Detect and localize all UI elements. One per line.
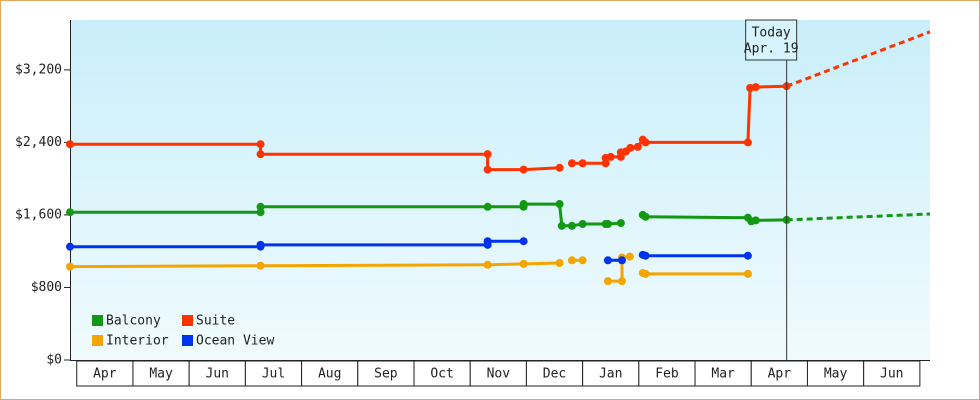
point: [578, 220, 587, 228]
x-tick-label: Aug: [318, 367, 341, 382]
x-tick-label: Mar: [711, 367, 735, 382]
point: [66, 242, 74, 251]
projection-line: [786, 30, 931, 88]
point: [743, 269, 752, 278]
point: [555, 258, 564, 267]
point: [66, 262, 74, 271]
point: [256, 261, 265, 270]
y-tick-label: $3,200: [15, 62, 62, 77]
point: [641, 269, 650, 278]
point: [606, 152, 615, 161]
x-tick-label: May: [149, 367, 173, 382]
x-tick-cell: [76, 360, 134, 387]
projection-line: [786, 212, 931, 222]
x-tick-cell: [750, 360, 808, 387]
x-tick-cell: [188, 360, 246, 387]
point: [519, 200, 528, 209]
point: [751, 83, 760, 92]
point: [519, 165, 528, 174]
point: [483, 202, 492, 211]
x-tick-cell: [582, 360, 640, 387]
y-tick-label: $2,400: [15, 135, 62, 150]
point: [66, 140, 74, 149]
legend-label: Interior: [106, 334, 169, 349]
point: [641, 251, 650, 260]
x-tick-label: Oct: [430, 367, 453, 382]
today-label: Today: [752, 26, 791, 41]
legend-swatch: [182, 335, 193, 346]
point: [567, 256, 576, 265]
point: [616, 219, 625, 228]
point: [555, 200, 564, 209]
today-box: [745, 19, 798, 61]
x-tick-label: Dec: [543, 367, 566, 382]
x-tick-cell: [694, 360, 752, 387]
x-tick-label: Sep: [374, 367, 398, 382]
x-tick-cell: [863, 360, 921, 387]
x-tick-label: Jan: [599, 367, 622, 382]
y-tick-label: $0: [46, 353, 62, 368]
legend-label: Suite: [196, 314, 235, 329]
point: [578, 256, 587, 265]
point: [567, 159, 576, 168]
point: [633, 142, 642, 151]
point: [641, 138, 650, 147]
point: [483, 260, 492, 269]
x-tick-label: Apr: [93, 367, 117, 382]
point: [256, 150, 265, 159]
point: [641, 212, 650, 221]
x-tick-cell: [469, 360, 527, 387]
point: [626, 143, 635, 152]
x-tick-cell: [301, 360, 359, 387]
legend-swatch: [92, 315, 103, 326]
x-tick-label: Jul: [262, 367, 285, 382]
x-tick-cell: [132, 360, 190, 387]
legend-swatch: [92, 335, 103, 346]
point: [603, 256, 612, 265]
point: [603, 277, 612, 286]
point: [617, 277, 626, 286]
legend-label: Balcony: [106, 314, 161, 329]
legend-label: Ocean View: [196, 334, 274, 349]
point: [256, 240, 265, 249]
point: [743, 251, 752, 260]
point: [483, 237, 492, 246]
point: [519, 237, 528, 246]
point: [256, 202, 265, 211]
x-tick-label: May: [824, 367, 848, 382]
point: [743, 138, 752, 147]
point: [555, 163, 564, 172]
point: [603, 220, 612, 228]
y-tick-label: $1,600: [15, 207, 62, 222]
point: [483, 165, 492, 174]
point: [256, 140, 265, 149]
point: [557, 221, 566, 230]
today-label: Apr. 19: [744, 42, 799, 57]
x-tick-label: Feb: [655, 367, 679, 382]
legend-swatch: [182, 315, 193, 326]
point: [567, 221, 576, 230]
x-tick-label: Apr: [768, 367, 792, 382]
plot-area: [70, 20, 930, 360]
point: [578, 159, 587, 168]
x-tick-label: Jun: [206, 367, 229, 382]
point: [483, 150, 492, 159]
y-tick-label: $800: [31, 280, 62, 295]
x-tick-label: Jun: [880, 367, 903, 382]
x-tick-cell: [244, 360, 303, 387]
x-tick-label: Nov: [487, 367, 511, 382]
point: [66, 208, 74, 217]
point: [519, 259, 528, 268]
point: [751, 216, 760, 225]
point: [617, 256, 626, 265]
point: [625, 252, 634, 261]
